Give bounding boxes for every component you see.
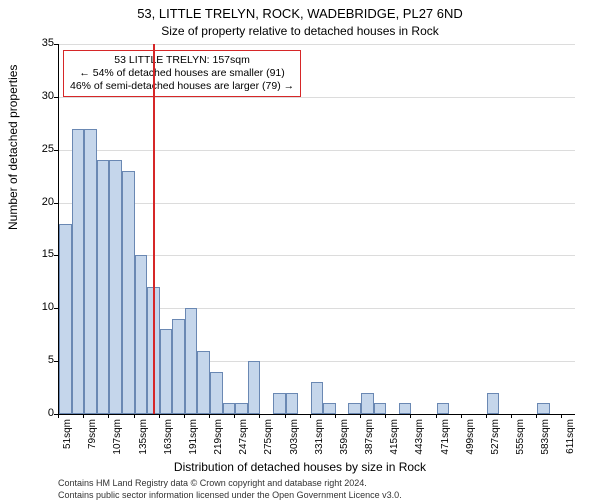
y-tick-label: 5	[14, 354, 54, 366]
histogram-bar	[235, 403, 248, 414]
chart-title-sub: Size of property relative to detached ho…	[0, 24, 600, 38]
histogram-bar	[437, 403, 450, 414]
x-tick-mark	[285, 414, 286, 418]
histogram-bar	[135, 255, 148, 414]
y-tick-label: 30	[14, 90, 54, 102]
credit-line-1: Contains HM Land Registry data © Crown c…	[58, 478, 367, 488]
x-tick-label: 219sqm	[213, 419, 224, 479]
x-tick-mark	[511, 414, 512, 418]
x-tick-label: 443sqm	[414, 419, 425, 479]
x-tick-mark	[385, 414, 386, 418]
y-tick-label: 10	[14, 301, 54, 313]
infobox-line-1: 53 LITTLE TRELYN: 157sqm	[70, 54, 294, 67]
histogram-bar	[348, 403, 361, 414]
plot-area: 53 LITTLE TRELYN: 157sqm ← 54% of detach…	[58, 44, 575, 415]
x-tick-mark	[134, 414, 135, 418]
histogram-bar	[323, 403, 336, 414]
chart-title-main: 53, LITTLE TRELYN, ROCK, WADEBRIDGE, PL2…	[0, 6, 600, 21]
x-tick-label: 247sqm	[238, 419, 249, 479]
y-tick-label: 15	[14, 248, 54, 260]
marker-line	[153, 44, 155, 414]
x-tick-mark	[108, 414, 109, 418]
y-tick-label: 25	[14, 143, 54, 155]
infobox-line-3: 46% of semi-detached houses are larger (…	[70, 80, 294, 93]
histogram-bar	[109, 160, 122, 414]
x-tick-mark	[184, 414, 185, 418]
histogram-bar	[311, 382, 324, 414]
histogram-bar	[399, 403, 412, 414]
x-tick-mark	[259, 414, 260, 418]
x-tick-label: 555sqm	[515, 419, 526, 479]
x-tick-mark	[410, 414, 411, 418]
y-tick-label: 20	[14, 196, 54, 208]
histogram-bar	[122, 171, 135, 414]
y-tick-mark	[54, 361, 58, 362]
x-tick-label: 471sqm	[440, 419, 451, 479]
histogram-bar	[361, 393, 374, 414]
histogram-bar	[84, 129, 97, 414]
y-tick-mark	[54, 44, 58, 45]
x-tick-label: 499sqm	[465, 419, 476, 479]
histogram-bar	[172, 319, 185, 414]
marker-infobox: 53 LITTLE TRELYN: 157sqm ← 54% of detach…	[63, 50, 301, 97]
histogram-bar	[286, 393, 299, 414]
histogram-bar	[185, 308, 198, 414]
x-tick-label: 611sqm	[565, 419, 576, 479]
x-tick-label: 51sqm	[62, 419, 73, 479]
histogram-bar	[97, 160, 110, 414]
x-tick-label: 107sqm	[112, 419, 123, 479]
x-tick-label: 331sqm	[314, 419, 325, 479]
histogram-bar	[273, 393, 286, 414]
bars-container	[59, 44, 575, 414]
x-tick-mark	[209, 414, 210, 418]
histogram-bar	[197, 351, 210, 414]
y-tick-mark	[54, 308, 58, 309]
histogram-bar	[223, 403, 236, 414]
x-tick-label: 275sqm	[263, 419, 274, 479]
y-tick-mark	[54, 255, 58, 256]
y-tick-label: 0	[14, 407, 54, 419]
x-tick-mark	[536, 414, 537, 418]
y-tick-mark	[54, 97, 58, 98]
histogram-bar	[72, 129, 85, 414]
x-tick-label: 163sqm	[163, 419, 174, 479]
y-tick-mark	[54, 150, 58, 151]
x-tick-mark	[461, 414, 462, 418]
histogram-bar	[374, 403, 387, 414]
histogram-bar	[487, 393, 500, 414]
x-tick-label: 191sqm	[188, 419, 199, 479]
histogram-bar	[248, 361, 261, 414]
credit-line-2: Contains public sector information licen…	[58, 490, 402, 500]
x-tick-label: 527sqm	[490, 419, 501, 479]
x-tick-label: 79sqm	[87, 419, 98, 479]
x-tick-label: 583sqm	[540, 419, 551, 479]
x-tick-mark	[486, 414, 487, 418]
x-tick-mark	[436, 414, 437, 418]
histogram-bar	[160, 329, 173, 414]
infobox-line-2: ← 54% of detached houses are smaller (91…	[70, 67, 294, 80]
x-tick-mark	[159, 414, 160, 418]
x-tick-label: 415sqm	[389, 419, 400, 479]
histogram-bar	[59, 224, 72, 414]
histogram-bar	[537, 403, 550, 414]
x-tick-label: 303sqm	[289, 419, 300, 479]
y-tick-label: 35	[14, 37, 54, 49]
x-tick-mark	[234, 414, 235, 418]
x-tick-mark	[310, 414, 311, 418]
x-tick-label: 135sqm	[138, 419, 149, 479]
histogram-bar	[210, 372, 223, 414]
x-tick-label: 359sqm	[339, 419, 350, 479]
x-tick-mark	[561, 414, 562, 418]
x-tick-label: 387sqm	[364, 419, 375, 479]
x-tick-mark	[83, 414, 84, 418]
x-tick-mark	[360, 414, 361, 418]
y-tick-mark	[54, 203, 58, 204]
x-tick-mark	[58, 414, 59, 418]
x-tick-mark	[335, 414, 336, 418]
